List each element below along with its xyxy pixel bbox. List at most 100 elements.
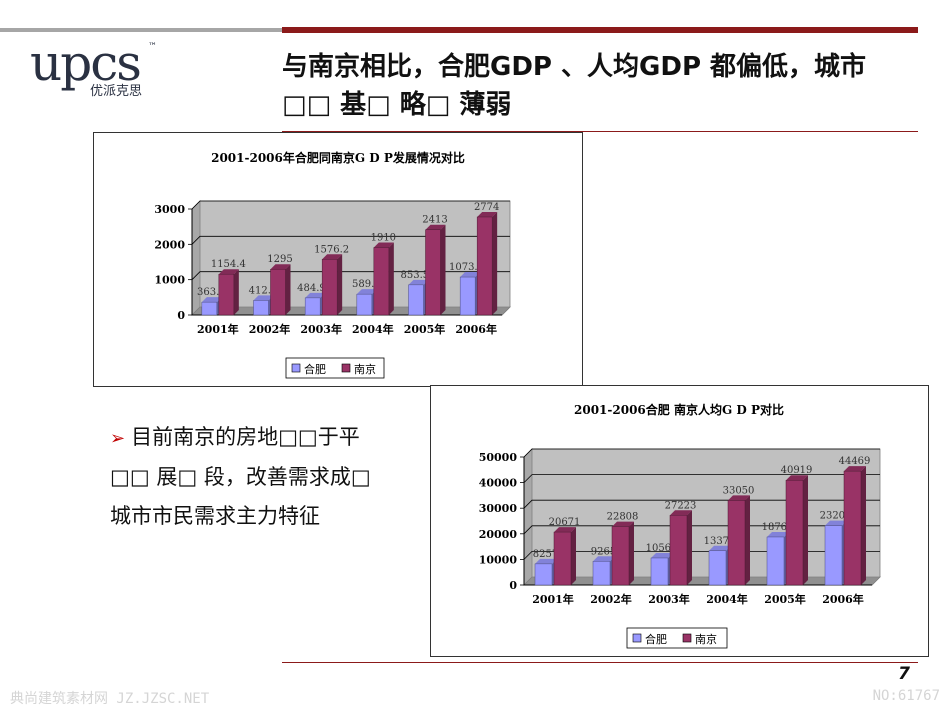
x-tick-label: 2005年	[764, 592, 806, 606]
bar-nanjing	[270, 264, 291, 316]
bar-front	[476, 216, 493, 316]
bar-front	[534, 563, 553, 586]
bar-top	[709, 545, 731, 551]
plot-side-wall	[523, 448, 533, 586]
legend-label: 南京	[695, 632, 717, 646]
gdp-chart-frame: 2001-2006年合肥同南京G D P发展情况对比 0 1000 2000 3000 2…	[93, 132, 583, 387]
gridline	[191, 200, 510, 210]
x-tick-label: 2003年	[300, 322, 342, 336]
x-tick-label: 2003年	[648, 592, 690, 606]
title-divider	[282, 131, 918, 132]
data-label: 2413	[422, 215, 447, 226]
data-label: 589.7	[352, 279, 381, 290]
bar-side	[440, 224, 446, 315]
bar-top	[218, 269, 239, 275]
y-tick-label: 2000	[154, 238, 185, 251]
bar-hefei	[824, 520, 847, 586]
bar-side	[388, 242, 394, 315]
bar-top	[612, 521, 634, 527]
x-tick-label: 2006年	[822, 592, 864, 606]
bar-front	[611, 526, 630, 586]
x-tick-label: 2006年	[455, 322, 497, 336]
data-label: 8257	[533, 549, 558, 560]
data-label: 18764	[762, 522, 794, 533]
bar-nanjing	[727, 495, 750, 586]
data-label: 20671	[549, 517, 581, 528]
x-tick-label: 2002年	[249, 322, 291, 336]
gridline	[191, 271, 510, 280]
logo-wordmark: upcs	[30, 34, 142, 92]
bar-top	[408, 279, 429, 285]
bar-top	[322, 254, 343, 260]
bar-top	[460, 272, 481, 278]
bar-front	[408, 284, 424, 316]
page-number: 7	[898, 664, 910, 684]
bar-front	[459, 276, 476, 316]
bar-nanjing	[476, 211, 498, 316]
bar-side	[233, 269, 239, 315]
data-label: 1910	[371, 233, 396, 244]
bar-front	[253, 300, 269, 316]
per-capita-gdp-chart: 2001-2006合肥 南京人均G D P对比 0 10000 20000 30000 4…	[479, 402, 881, 649]
data-label: 33050	[723, 485, 755, 496]
bar-top	[477, 211, 498, 217]
bar-front	[321, 259, 338, 316]
bar-front	[824, 525, 843, 586]
data-label: 363.4	[197, 287, 226, 298]
legend-label: 合肥	[645, 632, 667, 646]
bar-front	[304, 297, 321, 316]
data-label: 13378	[704, 536, 736, 547]
data-label: 44469	[839, 456, 871, 467]
bar-nanjing	[785, 475, 808, 586]
bar-nanjing	[218, 269, 239, 316]
y-tick-label: 10000	[479, 553, 518, 566]
bar-hefei	[534, 558, 557, 586]
bar-side	[861, 466, 866, 585]
data-label: 412.4	[249, 285, 278, 296]
slide-title: 与南京相比，合肥GDP 、人均GDP 都偏低，城市□□ 基□ 略□ 薄弱	[282, 52, 867, 120]
bar-top	[270, 264, 291, 270]
bar-top	[425, 224, 446, 230]
gridline	[523, 550, 880, 560]
bullet-arrow-icon: ➢	[110, 428, 126, 449]
bar-nanjing	[843, 466, 866, 586]
x-tick-label: 2005年	[404, 322, 446, 336]
y-tick-label: 1000	[154, 274, 185, 287]
data-label: 23200	[820, 511, 852, 522]
bar-top	[535, 558, 557, 564]
x-tick-label: 2004年	[706, 592, 748, 606]
bar-front	[201, 301, 218, 316]
legend-label: 合肥	[304, 362, 326, 376]
bar-side	[492, 211, 498, 315]
data-label: 40919	[781, 465, 813, 476]
legend-swatch	[291, 363, 301, 373]
bar-side	[745, 495, 750, 585]
bar-top	[554, 527, 576, 533]
bar-front	[785, 479, 804, 586]
data-label: 10562	[646, 543, 678, 554]
gridline	[191, 235, 510, 245]
footer-divider	[282, 662, 918, 663]
y-tick-label: 3000	[154, 203, 185, 216]
bar-top	[593, 556, 615, 562]
bar-side	[571, 527, 576, 585]
x-tick-label: 2004年	[352, 322, 394, 336]
bar-hefei	[650, 552, 673, 586]
top-gray-bar	[0, 28, 282, 32]
x-tick-label: 2002年	[590, 592, 632, 606]
bar-top	[201, 297, 222, 303]
bar-front	[373, 247, 390, 316]
bar-nanjing	[425, 224, 446, 316]
gridline	[523, 525, 880, 535]
bullet-point: ➢ 目前南京的房地□□于平□□ 展□ 段，改善需求成□ 城市市民需求主力特征	[110, 418, 390, 536]
bar-front	[425, 229, 441, 316]
data-label: 27223	[665, 500, 697, 511]
data-label: 853.57	[401, 270, 436, 281]
legend-swatch	[682, 633, 692, 643]
y-tick-label: 40000	[479, 477, 518, 490]
bar-front	[766, 536, 785, 586]
chart-title: 2001-2006年合肥同南京G D P发展情况对比	[211, 150, 465, 165]
legend-swatch	[341, 363, 351, 373]
y-tick-label: 0	[177, 309, 185, 322]
bar-front	[218, 273, 235, 316]
